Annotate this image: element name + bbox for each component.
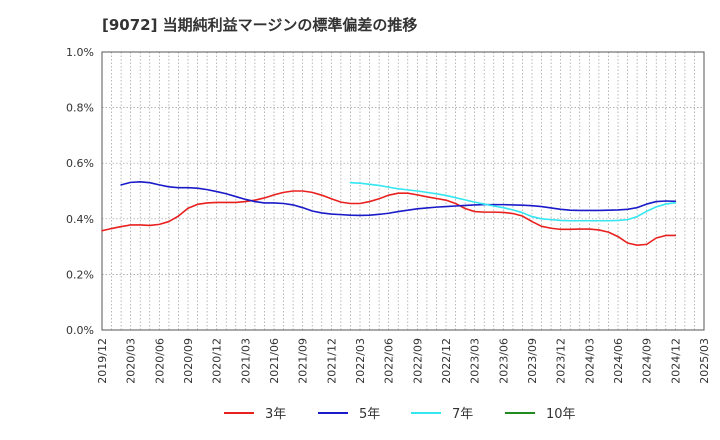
x-tick-label: 2021/09 [297, 338, 310, 384]
x-tick-label: 2022/09 [411, 338, 424, 384]
x-tick-label: 2022/03 [354, 338, 367, 384]
x-tick-label: 2023/03 [469, 338, 482, 384]
y-tick-label: 0.8% [66, 102, 94, 115]
legend-label-3: 10年 [546, 407, 576, 422]
x-tick-label: 2021/06 [268, 338, 281, 384]
y-tick-label: 0.4% [66, 213, 94, 226]
x-tick-label: 2021/12 [325, 338, 338, 384]
x-tick-label: 2020/09 [182, 338, 195, 384]
x-tick-label: 2020/06 [153, 338, 166, 384]
x-tick-label: 2024/09 [641, 338, 654, 384]
chart-title: [9072] 当期純利益マージンの標準偏差の推移 [102, 16, 418, 34]
plot-frame [101, 51, 705, 331]
series-line-2 [349, 181, 677, 222]
x-tick-label: 2020/12 [211, 338, 224, 384]
x-tick-label: 2024/12 [669, 338, 682, 384]
x-tick-label: 2020/03 [125, 338, 138, 384]
x-tick-label: 2022/12 [440, 338, 453, 384]
legend-label-0: 3年 [265, 407, 286, 422]
series-line-0 [101, 190, 677, 247]
x-tick-label: 2025/03 [698, 338, 711, 384]
y-tick-label: 0.0% [66, 324, 94, 337]
x-tick-label: 2023/09 [526, 338, 539, 384]
legend-label-1: 5年 [359, 407, 380, 422]
y-tick-label: 0.6% [66, 157, 94, 170]
x-tick-label: 2019/12 [96, 338, 109, 384]
x-tick-label: 2023/06 [497, 338, 510, 384]
x-tick-label: 2024/06 [612, 338, 625, 384]
y-tick-label: 0.2% [66, 268, 94, 281]
x-tick-label: 2023/12 [555, 338, 568, 384]
series-line-1 [120, 181, 677, 217]
x-tick-label: 2024/03 [583, 338, 596, 384]
legend-label-2: 7年 [452, 407, 473, 422]
x-tick-label: 2021/03 [239, 338, 252, 384]
y-tick-label: 1.0% [66, 46, 94, 59]
x-tick-label: 2022/06 [383, 338, 396, 384]
